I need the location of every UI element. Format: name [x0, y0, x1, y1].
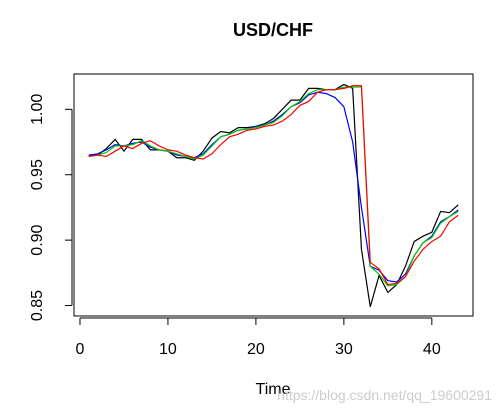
x-tick-label: 20	[247, 341, 265, 358]
x-tick-label: 10	[159, 341, 177, 358]
x-tick-label: 0	[76, 341, 85, 358]
y-tick-label: 0.90	[29, 224, 46, 255]
series-line	[88, 86, 459, 287]
series-line	[88, 83, 459, 308]
y-tick-label: 0.85	[29, 290, 46, 321]
y-tick-label: 0.95	[29, 159, 46, 190]
x-tick-label: 30	[335, 341, 353, 358]
plot-frame	[73, 73, 474, 317]
series-line	[88, 85, 459, 286]
watermark: https://blog.csdn.net/qq_19600291	[277, 387, 492, 403]
chart-title: USD/CHF	[233, 20, 313, 40]
series-line	[88, 91, 459, 283]
x-tick-label: 40	[423, 341, 441, 358]
x-axis-label: Time	[256, 381, 291, 398]
y-tick-label: 1.00	[29, 94, 46, 125]
